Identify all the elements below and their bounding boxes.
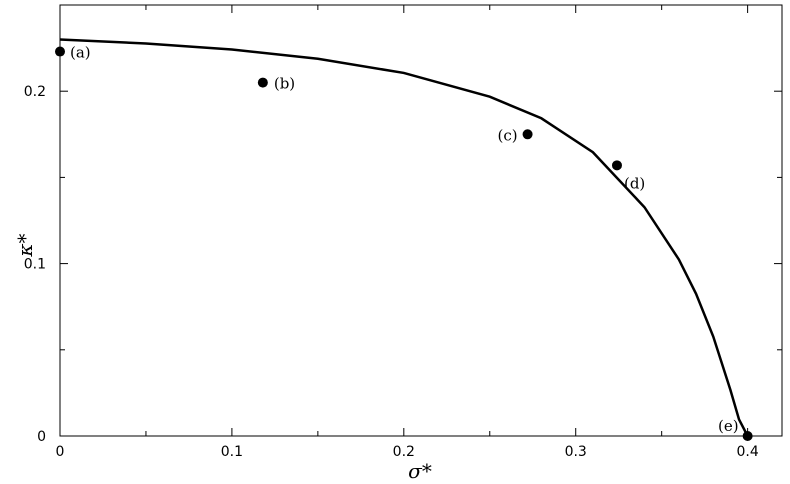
data-point-label: (c) — [497, 126, 517, 144]
x-tick-label: 0 — [56, 444, 65, 460]
y-ticks: 0 0.1 0.2 — [24, 84, 782, 445]
y-tick-label: 0 — [37, 429, 46, 445]
x-tick-label: 0.3 — [565, 444, 587, 460]
data-points: (a) (b) (c) (d) (e) — [55, 44, 753, 441]
boundary-curve — [59, 38, 749, 437]
data-point-label: (d) — [624, 174, 645, 192]
data-point — [522, 129, 533, 140]
plot-frame — [59, 4, 783, 437]
data-point-label: (b) — [274, 75, 295, 93]
x-tick-label: 0.2 — [393, 444, 415, 460]
y-tick-label: 0.2 — [24, 84, 46, 100]
x-axis-label: σ* — [408, 459, 432, 483]
y-axis-label: κ* — [13, 233, 37, 257]
data-point-label: (a) — [70, 44, 91, 62]
data-point-label: (e) — [718, 417, 739, 435]
y-tick-label: 0.1 — [24, 257, 46, 273]
data-point — [611, 160, 622, 171]
x-ticks: 0 0.1 0.2 0.3 0.4 — [56, 5, 759, 460]
x-tick-label: 0.4 — [736, 444, 758, 460]
data-point — [55, 46, 65, 57]
data-point — [742, 431, 753, 441]
x-tick-label: 0.1 — [221, 444, 243, 460]
data-point — [257, 77, 268, 88]
